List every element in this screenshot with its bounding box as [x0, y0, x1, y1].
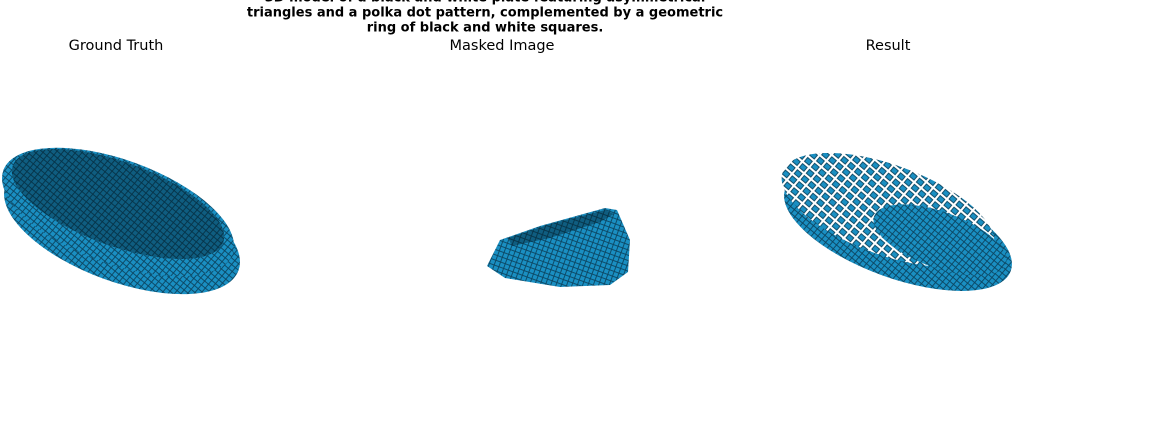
voxel-render [487, 208, 630, 287]
voxel-render [781, 152, 1012, 291]
figure-title: triangles and a polka dot pattern, compl… [247, 6, 723, 21]
panel-title: Ground Truth [69, 38, 164, 54]
voxel-render [1, 147, 240, 295]
figure-title: ring of black and white squares. [367, 21, 604, 36]
figure-title: 3D model of a black and white plate feat… [265, 0, 706, 6]
panel-title: Masked Image [450, 38, 555, 54]
panel-title: Result [866, 38, 911, 54]
